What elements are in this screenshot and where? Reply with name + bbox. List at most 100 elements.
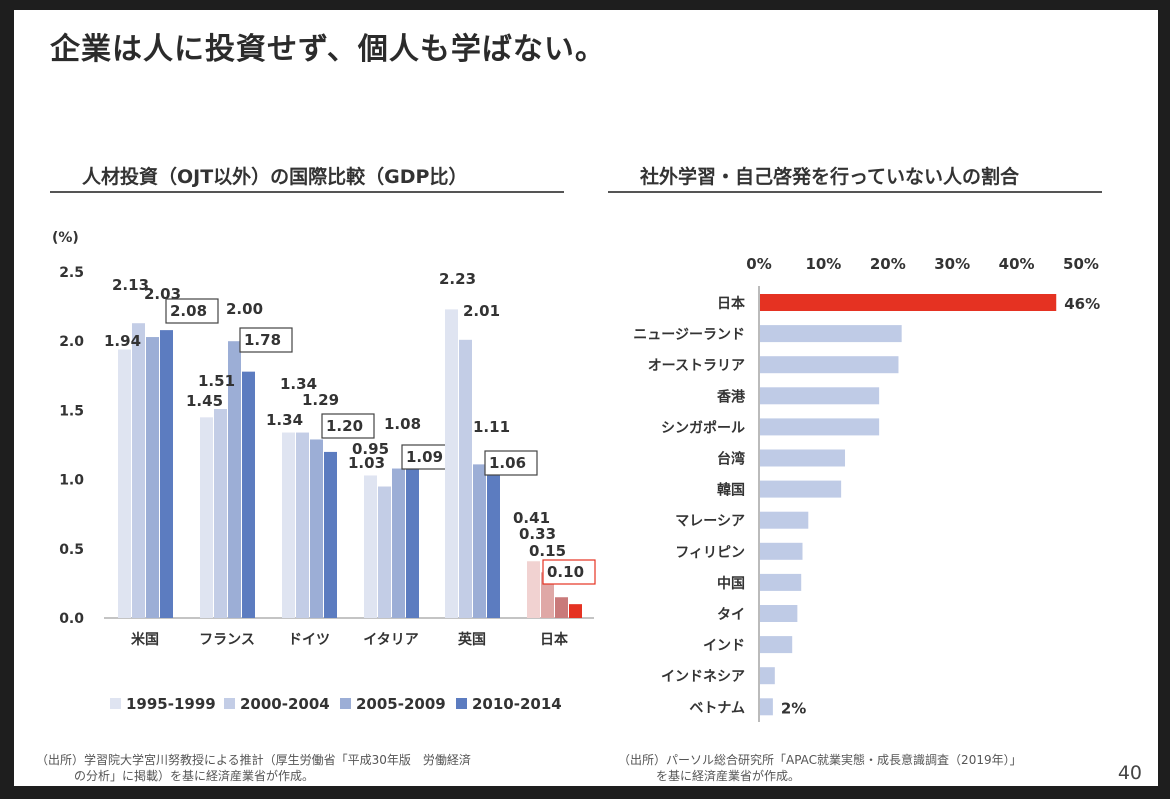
bar-2000-2004 <box>132 323 145 618</box>
source-note-right: （出所）パーソル総合研究所「APAC就業実態・成長意識調査（2019年）」 を基… <box>618 752 1022 784</box>
value-label: 1.08 <box>384 415 421 433</box>
value-label: 1.34 <box>280 375 317 393</box>
bar-ニュージーランド <box>760 325 902 343</box>
value-label: 1.03 <box>348 454 385 472</box>
value-label-box <box>239 327 293 353</box>
value-label: 2.08 <box>170 302 207 320</box>
x-tick-label: 10% <box>805 255 841 273</box>
category-label: 英国 <box>457 631 486 648</box>
bar-2005-2009 <box>555 597 568 618</box>
y-tick-label: 0.5 <box>59 542 84 558</box>
category-label: ニュージーランド <box>633 327 745 343</box>
bar-2000-2004 <box>296 432 309 618</box>
x-tick-label: 30% <box>934 255 970 273</box>
bar-中国 <box>760 573 802 591</box>
value-label: 1.29 <box>302 391 339 409</box>
category-label: タイ <box>717 607 745 623</box>
bar-オーストラリア <box>760 356 899 374</box>
category-label: 台湾 <box>717 451 745 468</box>
source-left-line2: の分析」に掲載）を基に経済産業省が作成。 <box>74 769 315 783</box>
x-tick-label: 40% <box>999 255 1035 273</box>
category-label: 日本 <box>540 631 569 648</box>
bar-2005-2009 <box>310 439 323 618</box>
category-label: ベトナム <box>689 700 745 716</box>
value-label: 0.15 <box>529 542 566 560</box>
x-tick-label: 20% <box>870 255 906 273</box>
value-label: 1.78 <box>244 331 281 349</box>
bar-日本 <box>760 294 1057 311</box>
category-label: フランス <box>199 632 255 648</box>
legend-label: 2005-2009 <box>356 695 446 713</box>
bar-タイ <box>760 605 798 622</box>
y-unit-label: (%) <box>52 230 79 246</box>
left-title-rule <box>50 191 564 193</box>
bar-香港 <box>760 387 880 405</box>
bar-1995-1999 <box>527 561 540 618</box>
y-tick-label: 0.0 <box>59 611 84 627</box>
value-label-box <box>484 450 538 476</box>
bar-インド <box>760 636 793 654</box>
value-label: 1.34 <box>266 411 303 429</box>
value-label: 1.09 <box>406 448 443 466</box>
bar-2000-2004 <box>378 486 391 618</box>
right-title-rule <box>608 191 1102 193</box>
bar-2000-2004 <box>214 409 227 618</box>
category-label: 日本 <box>717 295 746 312</box>
bar-1995-1999 <box>200 417 213 618</box>
y-tick-label: 2.5 <box>59 265 84 281</box>
bar-1995-1999 <box>445 309 458 618</box>
bar-2005-2009 <box>146 337 159 618</box>
legend-label: 2010-2014 <box>472 695 562 713</box>
category-label: フィリピン <box>675 545 745 561</box>
value-label: 46% <box>1064 295 1100 313</box>
bar-1995-1999 <box>118 349 131 618</box>
bar-フィリピン <box>760 542 803 560</box>
category-label: 韓国 <box>717 482 745 499</box>
value-label: 2.00 <box>226 300 263 318</box>
category-label: 香港 <box>716 388 746 405</box>
category-label: インド <box>703 638 745 654</box>
legend-swatch <box>456 698 467 709</box>
source-note-left: （出所）学習院大学宮川努教授による推計（厚生労働省「平成30年版 労働経済 の分… <box>36 752 471 784</box>
value-label: 1.20 <box>326 417 363 435</box>
category-label: イタリア <box>363 632 418 648</box>
bar-2010-2014 <box>569 604 582 618</box>
value-label: 0.41 <box>513 509 550 527</box>
bar-1995-1999 <box>282 432 295 618</box>
bar-インドネシア <box>760 667 775 685</box>
category-label: シンガポール <box>661 419 745 436</box>
source-right-line1: （出所）パーソル総合研究所「APAC就業実態・成長意識調査（2019年）」 <box>618 753 1022 767</box>
value-label: 2% <box>781 699 806 717</box>
category-label: 米国 <box>131 631 159 648</box>
value-label: 1.11 <box>473 418 510 436</box>
no-self-study-bar-chart: 0% 10% 20% 30% 40% 50% 日本ニュージーランドオーストラリア香港シンガポ… <box>633 255 1100 722</box>
bar-2010-2014 <box>160 330 173 618</box>
slide: 企業は人に投資せず、個人も学ばない。 人材投資（OJT以外）の国際比較（GDP比… <box>14 10 1158 786</box>
bar-2010-2014 <box>324 451 337 618</box>
x-tick-label: 0% <box>746 255 771 273</box>
y-tick-label: 2.0 <box>59 334 84 350</box>
source-right-line2: を基に経済産業省が作成。 <box>656 769 801 783</box>
value-label-box <box>542 559 596 585</box>
bar-韓国 <box>760 480 842 498</box>
bar-台湾 <box>760 449 846 467</box>
legend-label: 1995-1999 <box>126 695 216 713</box>
bar-ベトナム <box>760 698 773 716</box>
value-label: 1.51 <box>198 372 235 390</box>
y-tick-label: 1.0 <box>59 473 84 489</box>
legend-label: 2000-2004 <box>240 695 330 713</box>
bar-2010-2014 <box>487 471 500 618</box>
bar-1995-1999 <box>364 475 377 618</box>
legend-swatch <box>110 698 121 709</box>
value-label: 2.01 <box>463 302 500 320</box>
bar-マレーシア <box>760 511 809 529</box>
slide-title: 企業は人に投資せず、個人も学ばない。 <box>50 32 606 67</box>
value-label: 2.13 <box>112 276 149 294</box>
bar-2010-2014 <box>242 371 255 618</box>
source-left-line1: （出所）学習院大学宮川努教授による推計（厚生労働省「平成30年版 労働経済 <box>36 753 471 767</box>
value-label: 2.23 <box>439 270 476 288</box>
bar-シンガポール <box>760 418 880 436</box>
bar-2005-2009 <box>473 464 486 618</box>
legend-swatch <box>224 698 235 709</box>
right-chart-title: 社外学習・自己啓発を行っていない人の割合 <box>640 166 1020 188</box>
